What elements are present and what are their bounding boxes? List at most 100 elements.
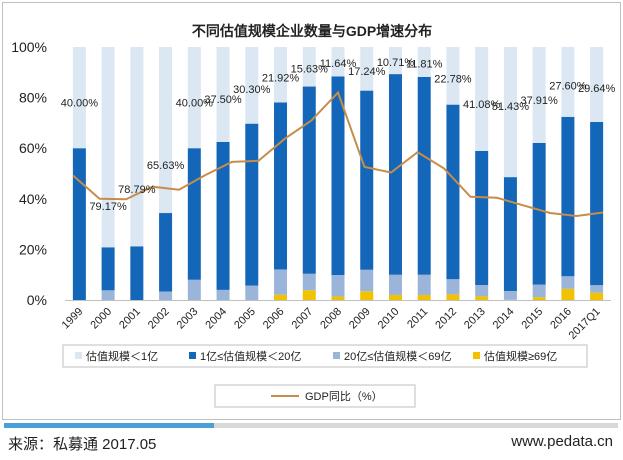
bar-segment bbox=[503, 47, 517, 178]
bar-segment bbox=[561, 276, 575, 289]
bar-segment bbox=[101, 247, 115, 291]
legend-label: 1亿≤估值规模＜20亿 bbox=[200, 349, 301, 363]
x-category-label: 2015 bbox=[519, 306, 545, 332]
bar-data-label: 40.00% bbox=[176, 98, 214, 110]
bar-segment bbox=[561, 116, 575, 277]
legend-box-line bbox=[214, 384, 416, 408]
website-url: www.pedata.cn bbox=[511, 433, 613, 450]
bar-segment bbox=[503, 177, 517, 291]
x-category-label: 2006 bbox=[261, 306, 287, 332]
bar-segment bbox=[159, 213, 173, 292]
bar-segment bbox=[561, 47, 575, 117]
bar-segment bbox=[216, 141, 230, 290]
bar-data-label: 22.78% bbox=[434, 74, 472, 86]
y-tick-label: 0% bbox=[27, 292, 47, 308]
footer-divider-accent bbox=[4, 423, 214, 428]
bar-segment bbox=[274, 47, 288, 103]
bar-segment bbox=[388, 294, 402, 300]
bar-segment bbox=[274, 269, 288, 295]
bar-segment bbox=[216, 47, 230, 142]
bar-segment bbox=[475, 150, 489, 286]
x-category-label: 2005 bbox=[232, 306, 258, 332]
bar-data-label: 30.30% bbox=[233, 84, 271, 96]
bar-segment bbox=[590, 292, 604, 300]
x-category-label: 2002 bbox=[146, 306, 172, 332]
gdp-line bbox=[72, 90, 604, 218]
bar-segment bbox=[417, 274, 431, 295]
bar-segment bbox=[446, 47, 460, 105]
bar-segment bbox=[388, 74, 402, 275]
bar-data-label: 15.63% bbox=[291, 64, 329, 76]
x-category-label: 2010 bbox=[376, 306, 402, 332]
bar-segment bbox=[446, 104, 460, 280]
bar-data-label: 10.71% bbox=[377, 57, 415, 69]
bar-data-label: 65.63% bbox=[147, 160, 185, 172]
x-category-label: 2009 bbox=[347, 306, 373, 332]
bar-data-label: 51.43% bbox=[492, 101, 530, 113]
bar-segment bbox=[245, 285, 259, 300]
bar-data-label: 40.00% bbox=[61, 98, 99, 110]
bar-segment bbox=[503, 290, 517, 300]
bar-data-label: 29.64% bbox=[578, 83, 616, 95]
bar-segment bbox=[590, 121, 604, 286]
x-category-label: 2004 bbox=[203, 306, 229, 332]
bar-data-label: 37.91% bbox=[521, 95, 559, 107]
y-tick-label: 20% bbox=[19, 241, 47, 257]
bar-segment bbox=[302, 47, 316, 87]
bar-segment bbox=[302, 86, 316, 274]
bar-segment bbox=[72, 148, 86, 300]
x-category-label: 1999 bbox=[60, 306, 86, 332]
bar-segment bbox=[388, 47, 402, 75]
x-category-label: 2008 bbox=[318, 306, 344, 332]
y-tick-label: 40% bbox=[19, 191, 47, 207]
legend-label: 估值规模＜1亿 bbox=[86, 349, 158, 363]
legend-box bbox=[62, 344, 588, 368]
bar-segment bbox=[216, 289, 230, 300]
bar-segment bbox=[302, 290, 316, 300]
bar-segment bbox=[532, 142, 546, 285]
bar-data-label: 11.64% bbox=[320, 58, 357, 70]
bar-segment bbox=[331, 76, 345, 276]
legend-swatch bbox=[75, 352, 82, 359]
bar-segment bbox=[101, 290, 115, 300]
y-tick-label: 60% bbox=[19, 140, 47, 156]
bar-data-label: 79.17% bbox=[89, 201, 127, 213]
bar-segment bbox=[331, 275, 345, 297]
bar-data-label: 21.92% bbox=[262, 73, 300, 85]
bar-segment bbox=[532, 297, 546, 300]
bar-segment bbox=[417, 76, 431, 275]
bar-segment bbox=[417, 294, 431, 300]
x-category-label: 2007 bbox=[290, 306, 316, 332]
x-category-label: 2000 bbox=[88, 306, 114, 332]
bar-segment bbox=[130, 246, 144, 300]
bar-segment bbox=[274, 102, 288, 270]
bar-segment bbox=[187, 279, 201, 300]
y-tick-label: 80% bbox=[19, 90, 47, 106]
bar-data-label: 37.50% bbox=[204, 94, 242, 106]
bar-segment bbox=[331, 47, 345, 77]
bar-segment bbox=[561, 288, 575, 300]
bar-segment bbox=[360, 269, 374, 292]
bar-data-label: 41.08% bbox=[463, 99, 501, 111]
bar-segment bbox=[532, 47, 546, 143]
bar-segment bbox=[331, 296, 345, 300]
legend-swatch bbox=[189, 352, 196, 359]
source-note: 来源：私募通 2017.05 bbox=[8, 436, 157, 453]
x-category-label: 2011 bbox=[405, 306, 430, 331]
bar-segment bbox=[590, 47, 604, 122]
y-tick-label: 100% bbox=[11, 39, 47, 55]
bar-segment bbox=[130, 47, 144, 247]
bar-segment bbox=[446, 279, 460, 295]
bar-segment bbox=[475, 47, 489, 151]
bar-data-label: 27.60% bbox=[549, 80, 587, 92]
bar-segment bbox=[417, 47, 431, 77]
legend-swatch bbox=[473, 352, 480, 359]
bar-segment bbox=[159, 47, 173, 214]
bar-data-label: 17.24% bbox=[348, 66, 386, 78]
bar-segment bbox=[360, 90, 374, 270]
chart-frame: 不同估值规模企业数量与GDP增速分布 0% 20% 40% 60% 80% 100% 1999… bbox=[2, 2, 621, 420]
legend-label: 估值规模≥69亿 bbox=[484, 349, 557, 363]
x-category-label: 2003 bbox=[175, 306, 201, 332]
x-category-label: 2014 bbox=[491, 306, 517, 332]
legend-swatch bbox=[333, 352, 340, 359]
